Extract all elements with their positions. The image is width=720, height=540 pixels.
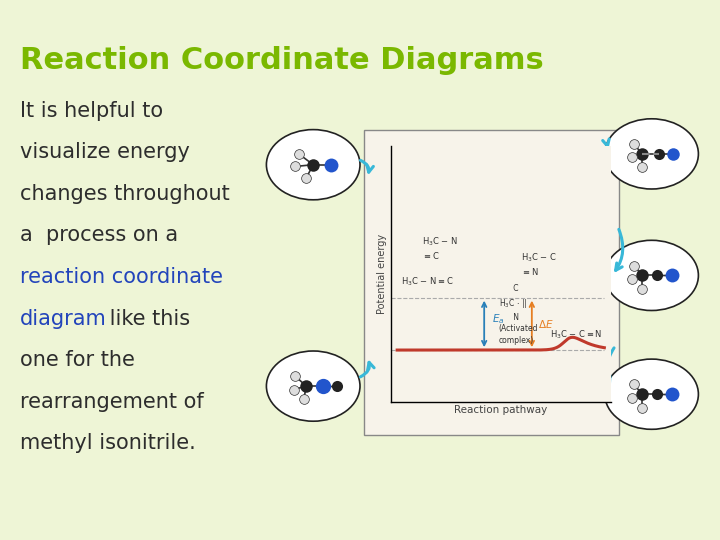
Text: It is helpful to: It is helpful to <box>20 100 163 121</box>
X-axis label: Reaction pathway: Reaction pathway <box>454 405 547 415</box>
Text: C
H$_3$C $\cdot$ ||
      N
(Activated
complex): C H$_3$C $\cdot$ || N (Activated complex… <box>499 284 538 345</box>
Text: reaction coordinate: reaction coordinate <box>20 267 223 287</box>
Text: Reaction Coordinate Diagrams: Reaction Coordinate Diagrams <box>20 46 544 75</box>
Circle shape <box>605 240 698 310</box>
Text: a  process on a: a process on a <box>20 225 179 246</box>
Text: visualize energy: visualize energy <box>20 142 190 163</box>
Text: diagram: diagram <box>20 308 107 329</box>
Circle shape <box>266 130 360 200</box>
Text: one for the: one for the <box>20 350 135 370</box>
Text: $E_a$: $E_a$ <box>492 312 505 326</box>
Text: H$_3$C $-$ C$\equiv$N: H$_3$C $-$ C$\equiv$N <box>551 328 603 341</box>
Text: changes throughout: changes throughout <box>20 184 230 204</box>
Text: H$_3$C $-$ C
$\equiv$N: H$_3$C $-$ C $\equiv$N <box>521 252 557 277</box>
Circle shape <box>605 359 698 429</box>
Text: $\Delta E$: $\Delta E$ <box>538 318 554 330</box>
Text: methyl isonitrile.: methyl isonitrile. <box>20 433 196 454</box>
FancyBboxPatch shape <box>364 130 619 435</box>
Circle shape <box>266 351 360 421</box>
Text: H$_3$C $-$ N$\equiv$C: H$_3$C $-$ N$\equiv$C <box>401 276 454 288</box>
Y-axis label: Potential energy: Potential energy <box>377 234 387 314</box>
Text: like this: like this <box>103 308 190 329</box>
Circle shape <box>605 119 698 189</box>
Text: rearrangement of: rearrangement of <box>20 392 204 412</box>
Text: H$_3$C $-$ N
$\equiv$C: H$_3$C $-$ N $\equiv$C <box>422 235 458 261</box>
